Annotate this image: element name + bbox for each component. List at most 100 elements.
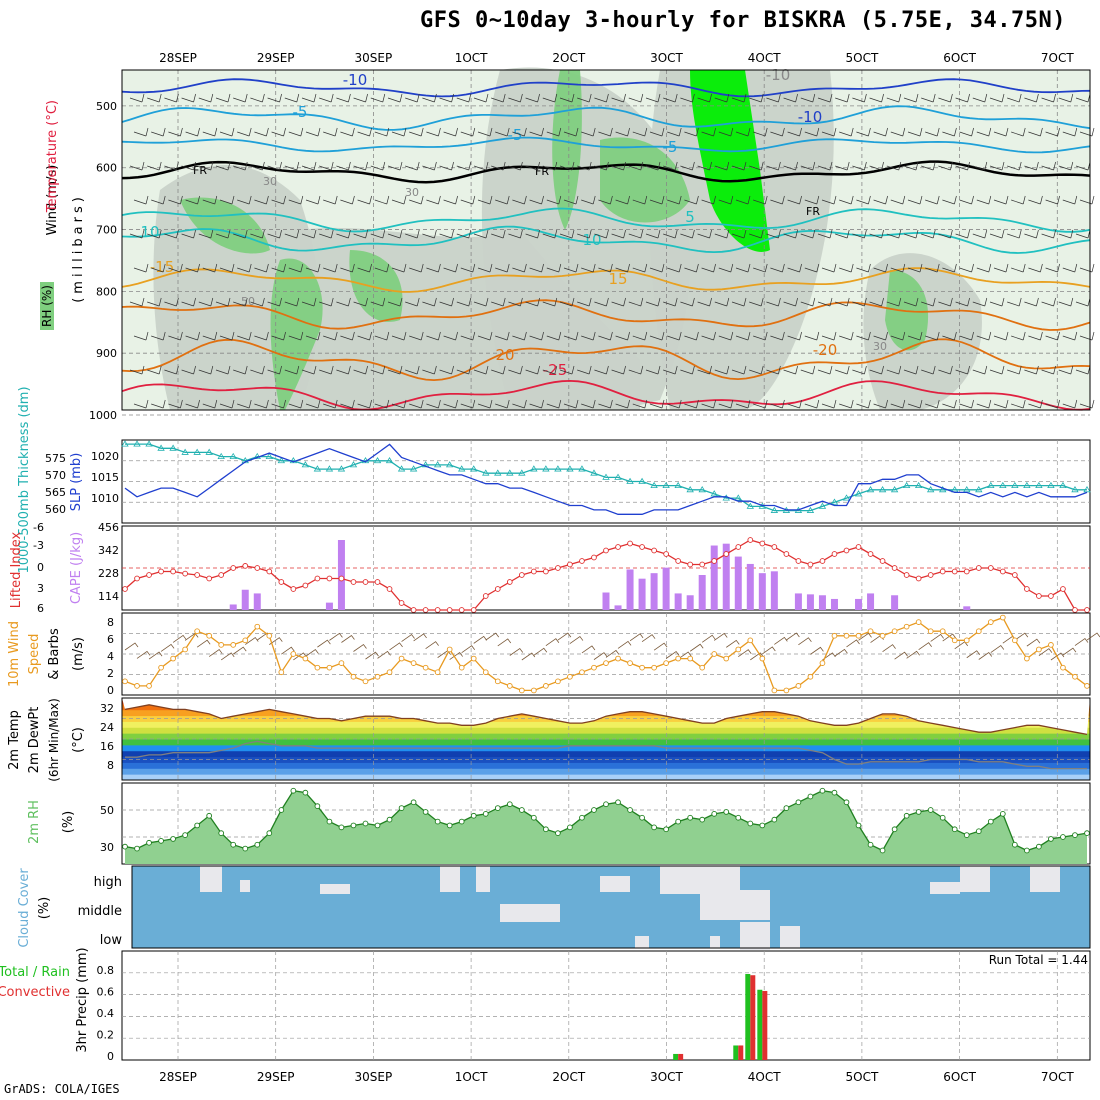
precip-conv-bar bbox=[750, 975, 756, 1060]
lifted-index-point bbox=[1072, 607, 1078, 613]
wind-barb bbox=[198, 161, 214, 171]
wind10-speed-point bbox=[1060, 664, 1066, 671]
wind-barb bbox=[267, 93, 282, 103]
wind-barb bbox=[749, 365, 764, 375]
lifted-index-point bbox=[326, 575, 333, 582]
thickness-point bbox=[1035, 481, 1043, 489]
wind-barb bbox=[288, 399, 304, 409]
wind10-speed-point bbox=[999, 614, 1006, 621]
wind-barb bbox=[336, 161, 351, 171]
wind-barb bbox=[198, 365, 214, 375]
cloud-label-a: Cloud Cover bbox=[17, 868, 32, 948]
wind10-speed-point bbox=[723, 655, 730, 662]
wind-barb bbox=[443, 127, 458, 137]
wind-barb bbox=[151, 331, 166, 341]
wind-barb bbox=[422, 229, 437, 239]
wind-barb bbox=[718, 127, 734, 137]
wind-barb bbox=[563, 399, 579, 409]
upper-label-wind: Wind (m/s) bbox=[45, 165, 60, 236]
rh2m-point bbox=[807, 793, 814, 800]
wind-barb bbox=[219, 195, 235, 205]
wind-barb bbox=[787, 331, 802, 341]
wind-barb bbox=[491, 297, 506, 307]
wind-barb bbox=[357, 195, 372, 205]
wind-barb bbox=[835, 365, 850, 375]
lifted-label: Lifted Index bbox=[9, 531, 24, 608]
x-tick-label-top: 5OCT bbox=[846, 51, 879, 65]
wind-barb bbox=[667, 399, 682, 409]
x-tick-label-bottom: 6OCT bbox=[943, 1070, 976, 1084]
thickness-point bbox=[999, 481, 1007, 489]
contour-label: -10 bbox=[798, 108, 823, 126]
wind-barb bbox=[219, 127, 235, 137]
thickness-line bbox=[125, 443, 1087, 512]
lifted-index-point bbox=[218, 572, 225, 578]
rh-contour-area bbox=[270, 258, 323, 410]
cape-bar bbox=[686, 595, 694, 610]
wind10-barb bbox=[1050, 652, 1065, 661]
wind-barb bbox=[409, 195, 424, 205]
wind-barb bbox=[663, 229, 678, 239]
thickness-point bbox=[638, 477, 646, 484]
thickness-point bbox=[169, 444, 177, 451]
grads-credit: GrADS: COLA/IGES bbox=[4, 1082, 120, 1096]
thickness-point bbox=[337, 465, 346, 472]
wind10-barb bbox=[473, 635, 488, 644]
wind-barb bbox=[903, 365, 919, 375]
rh2m-point bbox=[1048, 836, 1054, 842]
thickness-point bbox=[506, 469, 514, 476]
wind10-barb bbox=[317, 639, 331, 648]
wind-barb bbox=[731, 161, 747, 171]
temp2m-tick: 24 bbox=[100, 721, 114, 734]
contour-label: 20 bbox=[495, 346, 514, 364]
wind-barb bbox=[391, 195, 407, 205]
wind-barb bbox=[577, 365, 592, 375]
wind-barb bbox=[925, 399, 940, 409]
lifted-index-point bbox=[362, 579, 369, 585]
wind-barb bbox=[925, 331, 940, 341]
thickness-point bbox=[686, 486, 694, 493]
wind-barb bbox=[443, 195, 458, 205]
lifted-tick: 0 bbox=[37, 561, 44, 574]
cape-bar bbox=[662, 567, 670, 610]
rh2m-point bbox=[122, 843, 128, 850]
wind10-speed-point bbox=[1048, 642, 1054, 648]
wind-barb bbox=[800, 297, 816, 307]
lifted-index-point bbox=[543, 568, 549, 575]
thickness-point bbox=[1059, 481, 1067, 489]
wind-barb bbox=[284, 365, 300, 375]
wind-barb bbox=[254, 331, 269, 341]
wind-barb bbox=[215, 161, 231, 171]
rh2m-point bbox=[879, 847, 886, 854]
wind-barb bbox=[387, 297, 403, 307]
wind-barb bbox=[198, 229, 214, 239]
wind-barb bbox=[581, 331, 596, 341]
wind-barb bbox=[477, 263, 493, 273]
wind10-speed-point bbox=[579, 669, 585, 676]
cloud-frame bbox=[131, 865, 1091, 949]
wind10-barb bbox=[581, 645, 596, 654]
wind-barb bbox=[942, 127, 957, 137]
wind-barb bbox=[267, 297, 282, 307]
wind-barb bbox=[215, 297, 231, 307]
wind-barb bbox=[766, 161, 781, 171]
wind-barb bbox=[477, 331, 493, 341]
wind-barb bbox=[835, 93, 850, 103]
thickness-point bbox=[590, 469, 598, 476]
temp2m-tick: 8 bbox=[107, 759, 114, 772]
wind-barb bbox=[615, 195, 630, 205]
x-tick-label-bottom: 5OCT bbox=[846, 1070, 879, 1084]
wind-barb bbox=[886, 297, 902, 307]
wind-barb bbox=[903, 297, 919, 307]
wind10-barb bbox=[425, 641, 439, 650]
wind10-speed-point bbox=[1036, 646, 1042, 653]
wind-barb bbox=[783, 229, 798, 239]
rh2m-point bbox=[470, 812, 477, 819]
wind-barb bbox=[804, 195, 820, 205]
wind-barb bbox=[202, 127, 218, 137]
thickness-point bbox=[457, 465, 466, 472]
wind-barb bbox=[856, 399, 871, 409]
thickness-point bbox=[349, 461, 358, 468]
wind10-speed-point bbox=[278, 669, 285, 676]
contour-label: -15 bbox=[150, 258, 175, 276]
